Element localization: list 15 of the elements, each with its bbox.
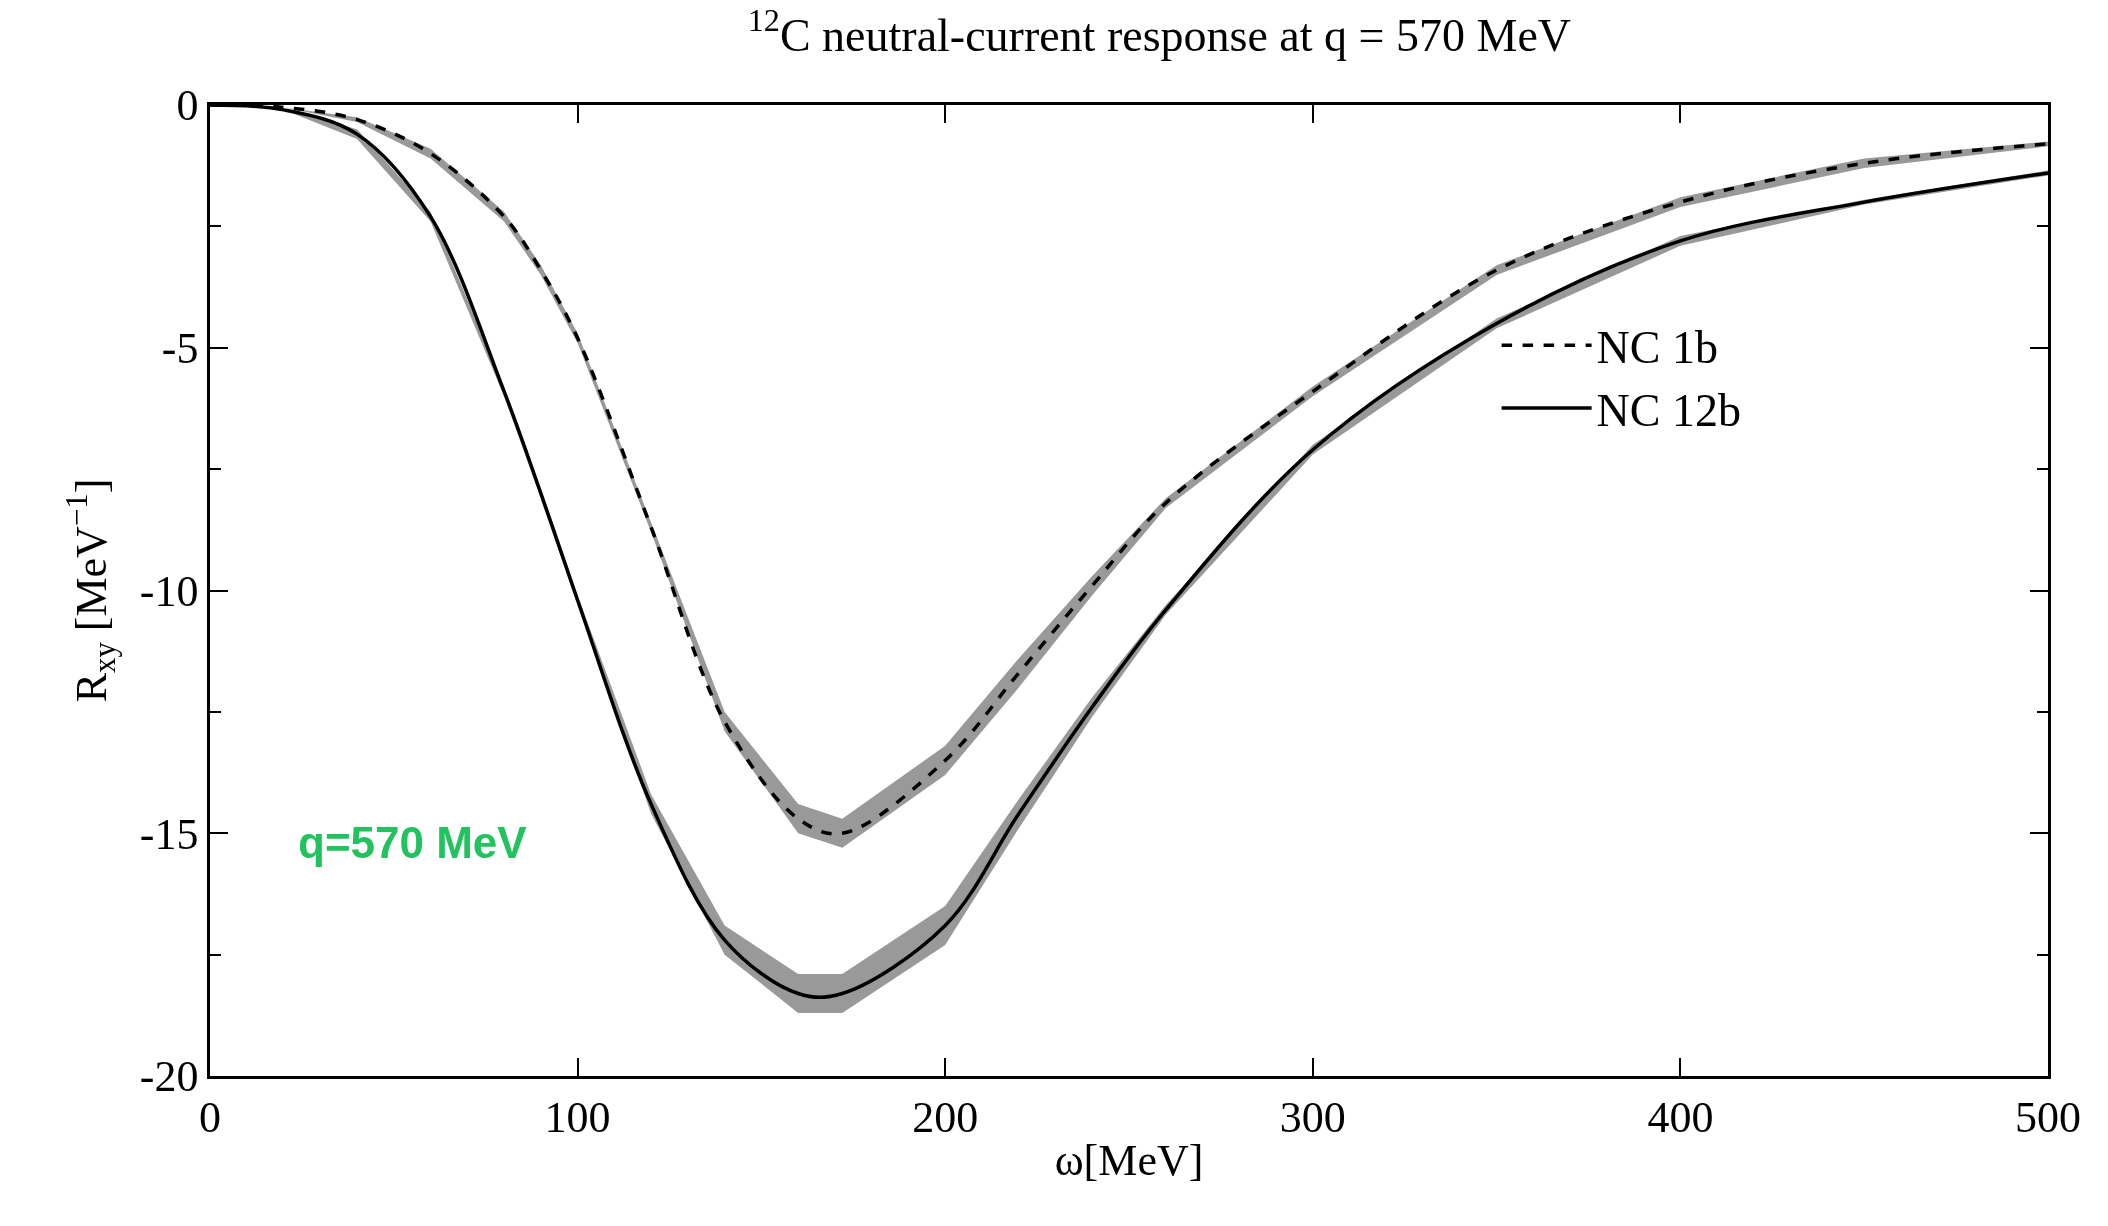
legend-label: NC 1b (1596, 322, 1719, 374)
y-tick-label: -5 (161, 324, 199, 374)
x-tick-label: 100 (544, 1092, 611, 1142)
x-tick-label: 500 (2015, 1092, 2081, 1142)
y-tick-label: -10 (139, 566, 199, 616)
x-tick-label: 400 (1647, 1092, 1714, 1142)
chart-title: $^{12}$C neutral-current response at q = 570 MeV (747, 2, 1572, 61)
annotation: q=570 MeV (298, 818, 528, 867)
y-tick-label: -20 (139, 1052, 199, 1102)
x-tick-label: 200 (912, 1092, 979, 1142)
y-tick-label: -15 (139, 809, 199, 859)
y-tick-label: 0 (176, 81, 199, 131)
legend-label: NC 12b (1596, 385, 1742, 437)
x-axis-title: ω[MeV] (1054, 1135, 1204, 1185)
x-tick-label: 300 (1279, 1092, 1346, 1142)
